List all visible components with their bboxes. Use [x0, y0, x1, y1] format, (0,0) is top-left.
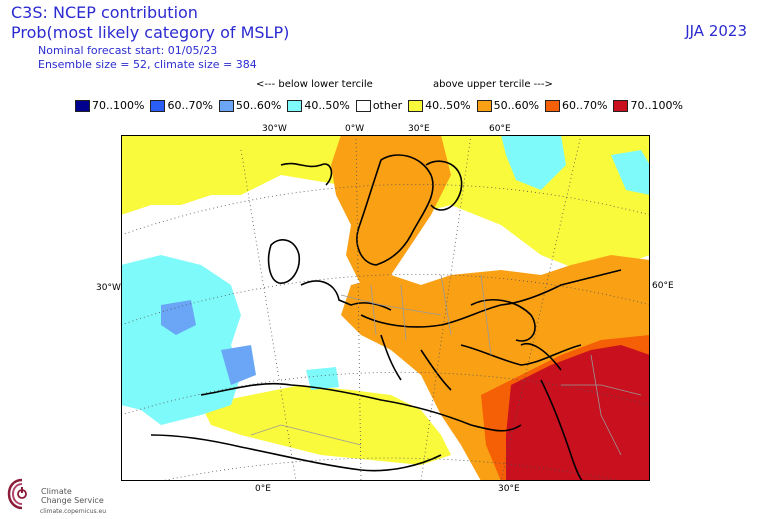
logo-url: climate.copernicus.eu	[40, 508, 107, 515]
legend-swatch	[613, 99, 629, 112]
legend-label: 70..100%	[92, 99, 145, 112]
legend-item: 40..50%	[287, 99, 350, 112]
color-legend: 70..100% 60..70% 50..60% 40..50% other 40..50…	[75, 99, 689, 112]
map-title: C3S: NCEP contribution	[11, 3, 198, 22]
region-red	[506, 345, 650, 481]
logo-line1: Climate	[41, 487, 72, 496]
coastlines	[150, 154, 622, 481]
forecast-start: Nominal forecast start: 01/05/23	[38, 44, 218, 57]
grid-label-left: 30°W	[96, 283, 121, 293]
above-tercile-label: above upper tercile --->	[433, 79, 553, 90]
legend-label: 40..50%	[425, 99, 471, 112]
region-orange-scandinavia	[331, 135, 451, 285]
region-cyan-med	[306, 367, 339, 390]
region-yellow-south	[201, 385, 451, 465]
legend-item: 70..100%	[613, 99, 683, 112]
legend-label: 50..60%	[493, 99, 540, 112]
season-label: JJA 2023	[685, 22, 747, 40]
map-subtitle: Prob(most likely category of MSLP)	[11, 23, 290, 42]
region-blue-west2	[221, 345, 256, 385]
grid-label-top-1: 30°W	[262, 124, 287, 134]
legend-swatch	[218, 99, 234, 112]
legend-swatch	[75, 99, 90, 112]
probability-map	[121, 135, 650, 481]
legend-swatch	[545, 99, 561, 112]
legend-item: 70..100%	[75, 99, 144, 112]
legend-item: 50..60%	[476, 99, 540, 112]
legend-item: 40..50%	[408, 99, 471, 112]
legend-swatch	[355, 99, 371, 112]
legend-label: 70..100%	[630, 99, 683, 112]
grid-label-bottom-2: 30°E	[498, 484, 520, 494]
legend-swatch	[408, 99, 424, 112]
legend-label: 60..70%	[167, 99, 213, 112]
country-borders	[250, 274, 642, 456]
legend-swatch	[476, 99, 492, 112]
region-other-atlantic	[221, 195, 341, 335]
copernicus-logo-icon	[7, 478, 27, 510]
region-blue-west	[161, 300, 196, 335]
legend-item: other	[355, 99, 403, 112]
grid-label-bottom-1: 0°E	[255, 484, 271, 494]
legend-item: 60..70%	[545, 99, 607, 112]
region-cyan-west	[121, 255, 241, 425]
grid-label-top-3: 30°E	[408, 124, 430, 134]
legend-label: 40..50%	[304, 99, 350, 112]
ensemble-size: Ensemble size = 52, climate size = 384	[38, 58, 257, 71]
legend-label: 60..70%	[562, 99, 608, 112]
legend-item: 60..70%	[150, 99, 213, 112]
logo-line2: Change Service	[41, 496, 104, 505]
grid-label-right: 60°E	[652, 281, 674, 291]
legend-item: 50..60%	[218, 99, 282, 112]
region-cyan-east	[611, 150, 650, 195]
grid-label-top-4: 60°E	[489, 124, 511, 134]
graticule	[121, 135, 650, 481]
region-cyan-north	[501, 135, 566, 190]
below-tercile-label: <--- below lower tercile	[256, 79, 373, 90]
legend-swatch	[150, 99, 166, 112]
legend-swatch	[287, 99, 303, 112]
grid-label-top-2: 0°W	[345, 124, 365, 134]
logo-text: Climate Change Service	[41, 487, 104, 505]
legend-label: 50..60%	[235, 99, 282, 112]
legend-label: other	[372, 99, 403, 112]
